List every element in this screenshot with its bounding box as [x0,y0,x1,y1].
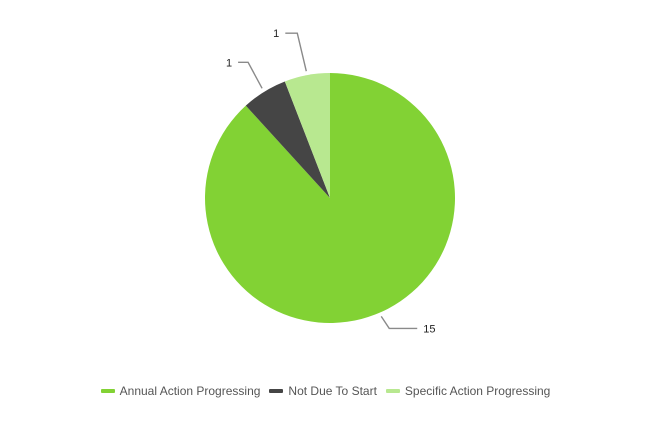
legend-label: Annual Action Progressing [119,384,261,398]
legend-swatch [385,389,400,393]
legend-swatch [100,389,115,393]
leader-lines [238,32,418,330]
legend-label: Not Due To Start [288,384,377,398]
pie-slice-specific-action-progressing[interactable] [284,73,330,198]
data-label-specific-action-progressing: 1 [273,28,279,40]
pie-slice-not-due-to-start[interactable] [245,81,330,198]
data-label-not-due-to-start: 1 [226,57,232,69]
pie-slice-annual-action-progressing[interactable] [204,73,455,324]
legend: Annual Action Progressing Not Due To Sta… [0,384,651,398]
legend-item-specific-action-progressing[interactable]: Specific Action Progressing [385,384,551,398]
legend-item-annual-action-progressing[interactable]: Annual Action Progressing [100,384,261,398]
legend-swatch [269,389,284,393]
legend-label: Specific Action Progressing [404,384,551,398]
legend-item-not-due-to-start[interactable]: Not Due To Start [269,384,377,398]
pie-slices [204,73,455,324]
data-label-annual-action-progressing: 15 [423,323,435,335]
leader-line-not-due-to-start [238,61,263,89]
leader-line-annual-action-progressing [380,316,418,330]
data-labels: 15 1 1 [226,28,436,335]
leader-line-specific-action-progressing [285,32,307,72]
